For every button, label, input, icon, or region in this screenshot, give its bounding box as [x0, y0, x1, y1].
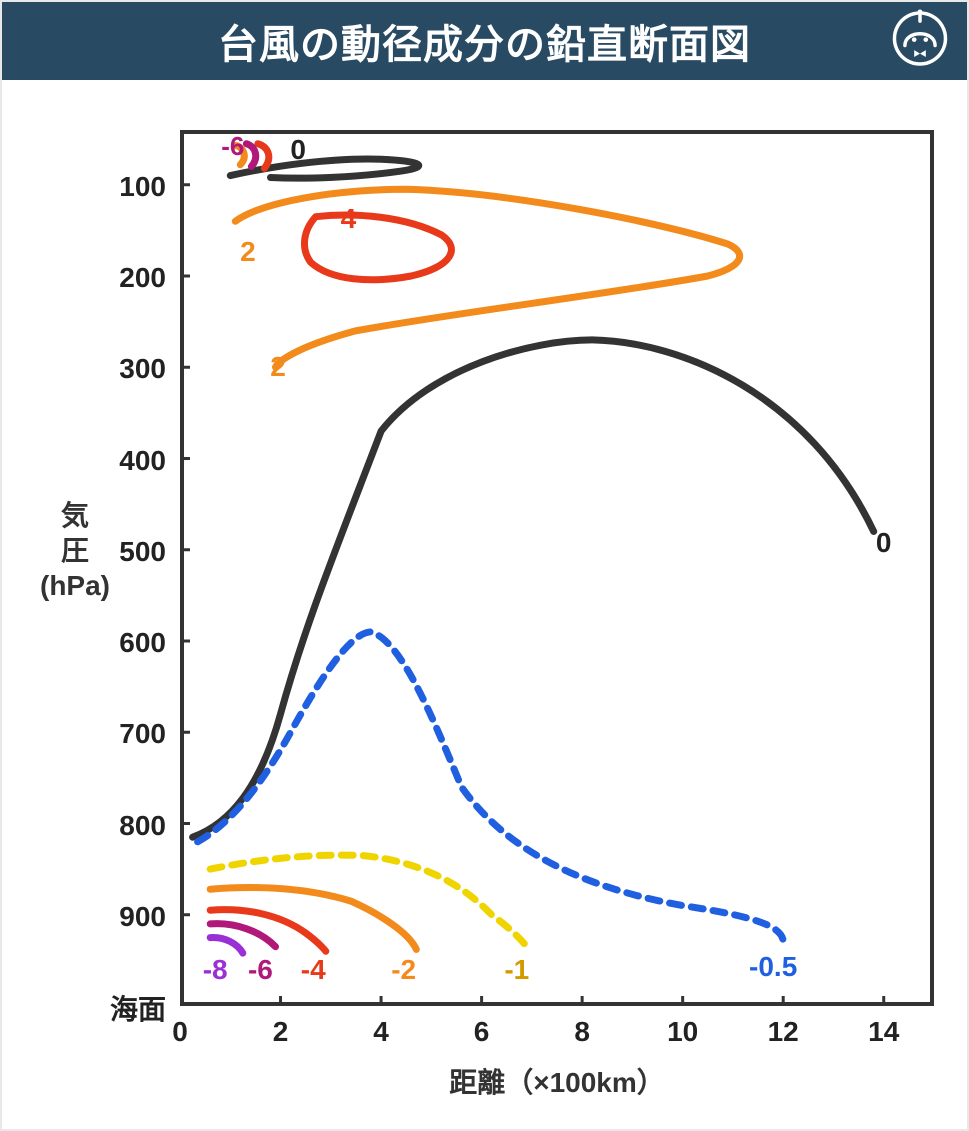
contour-value-label: 2: [240, 236, 256, 268]
header-bar: 台風の動径成分の鉛直断面図: [2, 2, 967, 80]
figure-root: 台風の動径成分の鉛直断面図 気圧(hPa) 距離（×100km） 海面 0 2 4 6…: [0, 0, 969, 1131]
sea-level-label: 海面: [110, 988, 166, 1028]
contour-value-label: 2: [270, 351, 286, 383]
contour-value-label: -6: [248, 954, 273, 986]
contour-value-label: -2: [391, 954, 416, 986]
contour-value-label: -6: [221, 131, 244, 162]
tick-label: 900: [119, 901, 166, 933]
tick-label: 500: [119, 536, 166, 568]
tick-label: 14: [868, 1016, 899, 1048]
tick-label: 10: [667, 1016, 698, 1048]
y-axis-label-line: 気: [40, 498, 110, 533]
tick-label: 300: [119, 353, 166, 385]
tick-label: 2: [273, 1016, 289, 1048]
tick-label: 4: [373, 1016, 389, 1048]
tick-label: 700: [119, 718, 166, 750]
x-axis-label: 距離（×100km）: [449, 1061, 665, 1101]
y-axis-label-line: 圧: [40, 533, 110, 568]
contour-value-label: 4: [341, 203, 357, 235]
tick-label: 800: [119, 810, 166, 842]
tick-label: 200: [119, 262, 166, 294]
tick-label: 600: [119, 627, 166, 659]
contour-value-label: -1: [504, 954, 529, 986]
contour-plot: [180, 130, 934, 1006]
mascot-logo-icon: [891, 10, 949, 73]
figure-title: 台風の動径成分の鉛直断面図: [218, 12, 751, 70]
tick-label: 0: [172, 1016, 188, 1048]
contour-value-label: -8: [203, 954, 228, 986]
contour-value-label: 0: [290, 134, 306, 166]
tick-label: 12: [768, 1016, 799, 1048]
contour-value-label: -0.5: [749, 951, 797, 983]
tick-label: 6: [474, 1016, 490, 1048]
contour-value-label: 0: [876, 527, 892, 559]
y-axis-label-line: (hPa): [40, 568, 110, 603]
contour-value-label: -4: [301, 954, 326, 986]
tick-label: 400: [119, 445, 166, 477]
tick-label: 8: [574, 1016, 590, 1048]
tick-label: 100: [119, 171, 166, 203]
y-axis-label: 気圧(hPa): [40, 498, 110, 603]
